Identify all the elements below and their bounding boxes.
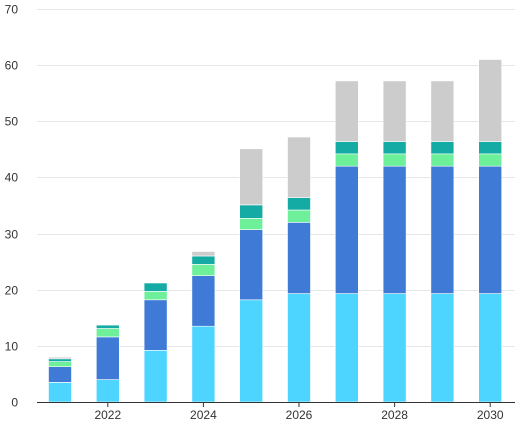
bar-segment-2026-series-5	[287, 136, 311, 198]
bar-segment-2030-series-3	[478, 153, 503, 167]
bar-segment-2029-series-5	[430, 80, 455, 142]
bar-segment-2027-series-1	[334, 293, 359, 403]
bar-segment-2028-series-3	[382, 153, 407, 167]
bar-segment-2022-series-2	[96, 336, 120, 380]
y-tick-label: 60	[5, 59, 19, 73]
bar-segment-2024-series-1	[191, 325, 216, 403]
bar-segment-2022-series-1	[96, 379, 120, 403]
x-tick-label: 2024	[190, 408, 217, 422]
bar-segment-2023-series-3	[143, 291, 168, 301]
y-tick-labels: 0 10 20 30 40 50 60 70	[5, 3, 19, 410]
y-tick-label: 70	[5, 3, 19, 17]
bar-segment-2024-series-5	[191, 251, 216, 257]
bar-segment-2021-series-5	[48, 356, 72, 360]
bar-segment-2026-series-3	[287, 209, 311, 223]
bar-segment-2021-series-3	[48, 361, 72, 368]
bar-segment-2029-series-1	[430, 293, 455, 403]
bar-segment-2024-series-3	[191, 264, 216, 276]
bar-segment-2029-series-4	[430, 141, 455, 155]
bar-segment-2030-series-1	[478, 293, 503, 403]
bar-segment-2027-series-3	[334, 153, 359, 167]
bar-segment-2023-series-4	[143, 282, 168, 292]
y-tick-label: 0	[11, 396, 18, 410]
bar-segment-2028-series-2	[382, 165, 407, 294]
x-tick-label: 2022	[94, 408, 121, 422]
bar-segment-2025-series-4	[239, 204, 263, 219]
bar-segment-2026-series-2	[287, 222, 311, 294]
bar-segment-2030-series-5	[478, 59, 503, 142]
gridlines	[37, 9, 515, 347]
bar-segment-2022-series-4	[96, 324, 120, 329]
bar-segment-2025-series-3	[239, 218, 263, 230]
bar-segment-2025-series-2	[239, 229, 263, 301]
bar-segment-2029-series-2	[430, 165, 455, 294]
bar-segment-2029-series-3	[430, 153, 455, 167]
bars	[48, 59, 503, 403]
x-tick-label: 2028	[381, 408, 408, 422]
bar-segment-2027-series-4	[334, 141, 359, 155]
bar-segment-2026-series-1	[287, 293, 311, 403]
bar-segment-2023-series-1	[143, 349, 168, 403]
bar-segment-2021-series-2	[48, 366, 72, 383]
bar-segment-2021-series-1	[48, 382, 72, 403]
bar-segment-2024-series-2	[191, 275, 216, 327]
y-tick-label: 10	[5, 340, 19, 354]
x-tick-label: 2030	[477, 408, 504, 422]
bar-segment-2026-series-4	[287, 197, 311, 211]
bar-segment-2022-series-3	[96, 328, 120, 338]
bar-segment-2027-series-5	[334, 80, 359, 142]
y-tick-label: 20	[5, 284, 19, 298]
bar-segment-2023-series-2	[143, 299, 168, 351]
y-tick-label: 40	[5, 171, 19, 185]
y-tick-label: 50	[5, 115, 19, 129]
bar-segment-2025-series-1	[239, 299, 263, 403]
bar-segment-2028-series-5	[382, 80, 407, 142]
bar-segment-2028-series-1	[382, 293, 407, 403]
x-tick-label: 2026	[286, 408, 313, 422]
bar-segment-2027-series-2	[334, 165, 359, 294]
bar-segment-2030-series-2	[478, 165, 503, 294]
x-tick-labels: 2022 2024 2026 2028 2030	[94, 402, 504, 422]
bar-segment-2030-series-4	[478, 141, 503, 155]
y-tick-label: 30	[5, 228, 19, 242]
bar-segment-2028-series-4	[382, 141, 407, 155]
bar-segment-2024-series-4	[191, 255, 216, 265]
bar-segment-2021-series-4	[48, 358, 72, 362]
bar-segment-2025-series-5	[239, 148, 263, 206]
